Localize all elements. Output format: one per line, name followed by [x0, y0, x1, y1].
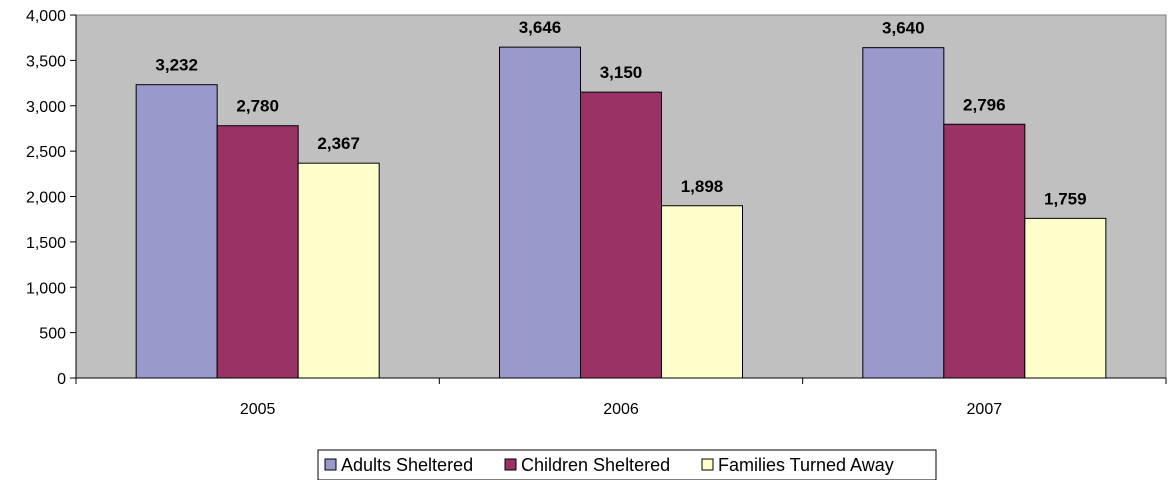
bar-children-sheltered-2006 — [580, 91, 662, 379]
legend-swatch — [701, 458, 714, 471]
y-tick-label: 2,500 — [26, 144, 66, 161]
legend-box — [317, 449, 937, 480]
data-labels: 3,232 2,780 2,367 3,646 3,150 1,898 3,640 2,796… — [155, 18, 1086, 208]
y-tick-label: 500 — [39, 326, 66, 343]
y-tick-label: 2,000 — [26, 190, 66, 207]
bar-adults-sheltered-2007 — [862, 47, 945, 379]
x-tick-label: 2007 — [967, 401, 1003, 418]
data-label: 2,780 — [236, 97, 279, 116]
data-label: 2,796 — [963, 95, 1006, 114]
legend-label: Children Sheltered — [521, 455, 670, 475]
x-tick-label: 2005 — [240, 401, 276, 418]
data-label: 1,759 — [1044, 189, 1087, 208]
legend: Adults Sheltered Children Sheltered Famili… — [317, 449, 937, 480]
data-label: 3,232 — [155, 56, 198, 75]
x-axis: 2005 2006 2007 — [75, 377, 1167, 418]
legend-swatch — [504, 458, 517, 471]
y-tick-label: 1,500 — [26, 235, 66, 252]
bar-children-sheltered-2007 — [943, 123, 1026, 379]
y-tick-label: 4,000 — [26, 8, 66, 25]
y-tick-label: 0 — [57, 371, 66, 388]
bar-adults-sheltered-2006 — [499, 46, 581, 379]
bar-families-turned-away-2006 — [661, 205, 743, 379]
x-tick-label: 2006 — [603, 401, 639, 418]
y-tick-label: 1,000 — [26, 280, 66, 297]
y-axis: 0 500 1,000 1,500 2,000 2,500 3,000 3,500 4,000 — [26, 8, 77, 388]
data-label: 2,367 — [317, 134, 360, 153]
bar-families-turned-away-2005 — [297, 162, 380, 379]
y-tick-label: 3,500 — [26, 53, 66, 70]
bar-children-sheltered-2005 — [216, 125, 299, 379]
legend-swatch — [324, 458, 337, 471]
legend-label: Families Turned Away — [718, 455, 894, 475]
data-label: 3,646 — [519, 18, 562, 37]
bar-adults-sheltered-2005 — [135, 84, 218, 379]
data-label: 3,150 — [600, 63, 643, 82]
data-label: 1,898 — [681, 177, 724, 196]
legend-label: Adults Sheltered — [341, 455, 473, 475]
data-label: 3,640 — [882, 19, 925, 38]
y-tick-label: 3,000 — [26, 99, 66, 116]
bar-families-turned-away-2007 — [1024, 217, 1107, 379]
